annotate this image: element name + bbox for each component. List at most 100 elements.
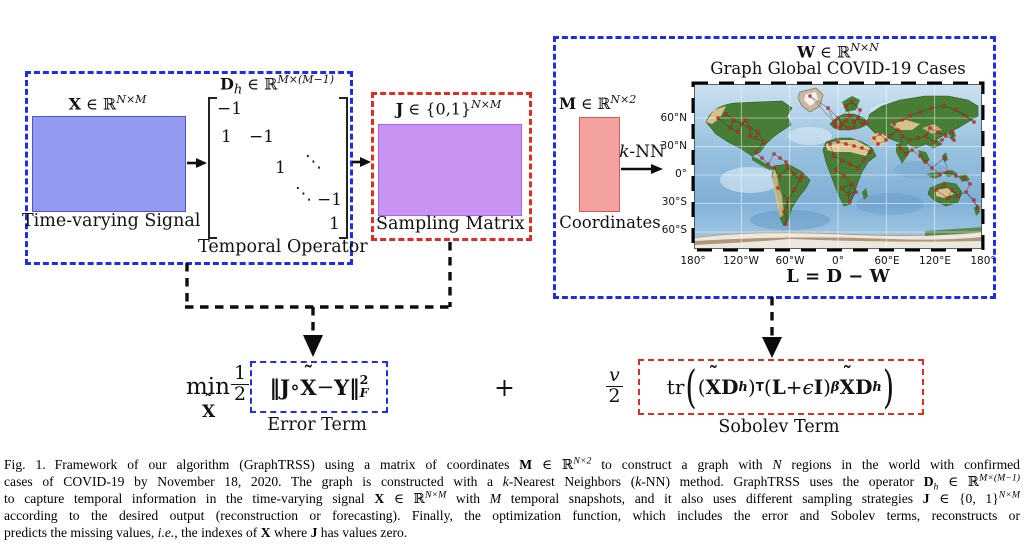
adjacency-sup: N×N bbox=[850, 41, 879, 54]
matrix-dots: ⋱ bbox=[305, 152, 322, 172]
argmin-x: X bbox=[202, 402, 216, 422]
trace-operator: tr bbox=[666, 375, 685, 399]
big-paren-close: ) bbox=[882, 360, 895, 414]
hadamard-ring: ∘ bbox=[289, 375, 301, 399]
sobolev-term-label: Sobolev Term bbox=[718, 417, 840, 437]
time-varying-signal-rect bbox=[32, 116, 186, 212]
beta-sup: β bbox=[830, 379, 840, 395]
lon-tick: 180° bbox=[970, 255, 996, 267]
arrow-right-icon bbox=[360, 157, 371, 167]
min-operator: min bbox=[186, 374, 230, 400]
matrix-entry: 1 bbox=[275, 158, 286, 178]
big-paren-open: ( bbox=[685, 360, 697, 414]
operator-dimension-label: Dh ∈ ℝM×(M−1) bbox=[203, 73, 351, 98]
transpose-sup: T bbox=[755, 380, 764, 394]
temporal-operator-caption: Temporal Operator bbox=[198, 237, 368, 257]
lon-tick: 180° bbox=[680, 255, 706, 267]
norm-open: ‖ bbox=[269, 374, 280, 400]
error-y: Y bbox=[334, 374, 350, 400]
frobenius-sub: F bbox=[359, 385, 369, 400]
operator-sub: h bbox=[233, 82, 243, 98]
signal-set: ∈ ℝ bbox=[81, 94, 117, 114]
plus-operator: + bbox=[494, 373, 515, 402]
figure-caption: Fig. 1. Framework of our algorithm (Graph… bbox=[4, 456, 1020, 541]
arrow-down-icon bbox=[303, 335, 323, 357]
sobolev-d1: D bbox=[721, 375, 739, 399]
plus-small: + bbox=[785, 375, 803, 399]
lon-tick: 120°E bbox=[919, 255, 951, 267]
matrix-entry: 1 bbox=[329, 214, 340, 234]
operator-sup: M×(M−1) bbox=[277, 73, 335, 86]
sampling-set: ∈ {0,1} bbox=[403, 99, 472, 119]
arrow-down-icon bbox=[762, 337, 782, 358]
adjacency-symbol: W bbox=[797, 42, 816, 62]
sobolev-x1: X bbox=[705, 375, 722, 399]
graph-group-box bbox=[553, 36, 996, 299]
matrix-entry: −1 bbox=[217, 99, 243, 119]
lon-tick: 120°W bbox=[723, 255, 759, 267]
norm-squared: 2 bbox=[359, 372, 369, 388]
coordinates-rect bbox=[579, 117, 620, 212]
operator-symbol: D bbox=[219, 74, 234, 94]
covid-graph-overlay bbox=[716, 94, 980, 226]
laplacian-label: L = D − W bbox=[786, 266, 890, 287]
caption-line: to capture temporal information in the t… bbox=[4, 489, 1020, 507]
lat-tick: 30°N bbox=[660, 140, 687, 152]
knn-rest: -NN bbox=[629, 142, 665, 162]
knn-label: k-NN bbox=[616, 142, 668, 162]
world-map bbox=[691, 81, 985, 252]
knn-k: k bbox=[619, 142, 630, 162]
signal-sup: N×M bbox=[116, 93, 147, 106]
lon-tick: 0° bbox=[832, 255, 844, 267]
lon-tick: 60°W bbox=[775, 255, 805, 267]
argmin-variable: ˜ X bbox=[202, 392, 216, 422]
caption-line: cases of COVID-19 by November 18, 2020. … bbox=[4, 472, 1020, 493]
lon-tick: 60°E bbox=[874, 255, 900, 267]
map-frame-inner bbox=[694, 84, 982, 249]
lat-tick: 0° bbox=[675, 168, 687, 180]
sobolev-h1: h bbox=[738, 379, 748, 395]
lat-tick: 60°N bbox=[660, 112, 687, 124]
caption-line: according to the desired output (reconst… bbox=[4, 508, 1020, 524]
v-half-fraction: v 2 bbox=[606, 365, 623, 407]
coords-set: ∈ ℝ bbox=[576, 95, 611, 114]
tilde-accent: ˜ bbox=[842, 362, 853, 385]
error-term-label: Error Term bbox=[267, 415, 367, 435]
sobolev-d2: D bbox=[855, 375, 873, 399]
map-frame-dashes bbox=[691, 81, 985, 252]
matrix-entry: −1 bbox=[249, 127, 275, 147]
sampling-sup: N×M bbox=[471, 98, 502, 111]
sampling-matrix-caption: Sampling Matrix bbox=[376, 214, 525, 234]
matrix-dots: ⋱ bbox=[295, 184, 312, 204]
identity-i: I bbox=[813, 375, 824, 399]
adjacency-dimension-label: W ∈ ℝN×N bbox=[738, 41, 938, 61]
coordinates-caption: Coordinates bbox=[559, 213, 661, 232]
caption-line: Fig. 1. Framework of our algorithm (Graph… bbox=[4, 455, 1020, 472]
error-j: J bbox=[279, 374, 290, 400]
fraction-numerator: 1 bbox=[231, 363, 250, 385]
operator-set: ∈ ℝ bbox=[242, 74, 278, 94]
tilde-accent: ˜ bbox=[204, 391, 213, 411]
sampling-symbol: J bbox=[395, 99, 404, 119]
matrix-bracket-left bbox=[208, 97, 217, 239]
lat-tick: 60°S bbox=[661, 224, 687, 236]
error-x: X bbox=[300, 374, 317, 400]
paren-open: ( bbox=[697, 375, 706, 399]
error-term-box: ‖ J ∘ ˜ X − Y ‖ 2 F bbox=[250, 361, 388, 413]
norm-close: ‖ bbox=[349, 374, 360, 400]
matrix-entry: 1 bbox=[221, 127, 232, 147]
signal-dimension-label: X ∈ ℝN×M bbox=[30, 93, 185, 113]
adjacency-set: ∈ ℝ bbox=[815, 42, 851, 62]
coords-dimension-label: M ∈ ℝN×2 bbox=[559, 93, 674, 113]
map-terrain bbox=[693, 83, 983, 250]
coords-sup: N×2 bbox=[610, 93, 637, 106]
tilde-accent: ˜ bbox=[303, 360, 314, 385]
sampling-dimension-label: J ∈ {0,1}N×M bbox=[381, 98, 516, 118]
sampling-matrix-rect bbox=[378, 124, 522, 216]
sobolev-x2: X bbox=[839, 375, 856, 399]
matrix-bracket-right bbox=[339, 97, 348, 239]
minus-sign: − bbox=[316, 375, 335, 399]
half-fraction: 1 2 bbox=[231, 363, 250, 405]
